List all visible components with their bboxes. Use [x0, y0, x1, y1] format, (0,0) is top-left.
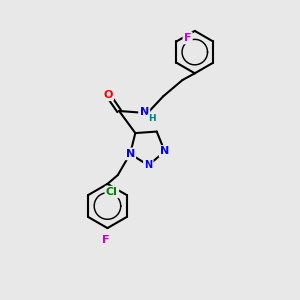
Text: Cl: Cl: [106, 187, 118, 197]
Text: N: N: [160, 146, 170, 157]
Text: N: N: [125, 149, 135, 159]
Text: F: F: [184, 33, 191, 43]
Text: H: H: [148, 114, 156, 123]
Text: N: N: [140, 107, 149, 118]
Text: O: O: [103, 90, 112, 100]
Text: N: N: [144, 160, 152, 170]
Text: F: F: [102, 236, 110, 245]
